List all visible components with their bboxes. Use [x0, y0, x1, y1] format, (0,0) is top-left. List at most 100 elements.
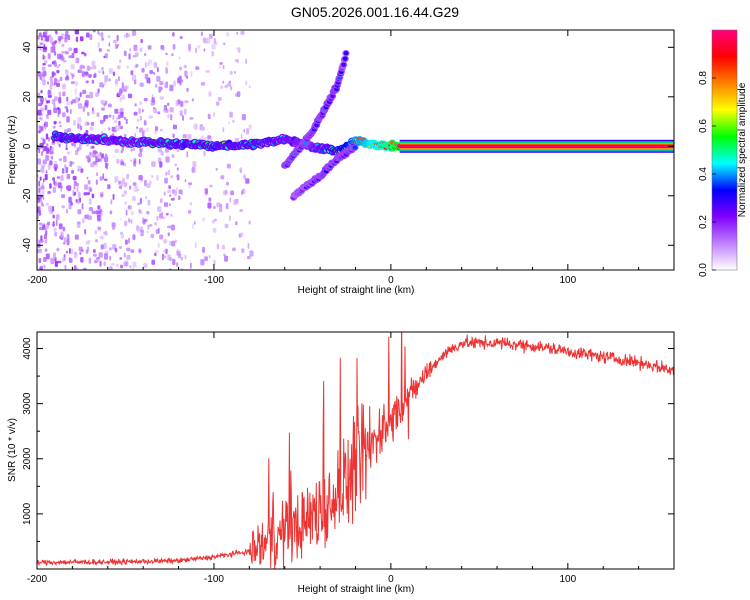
noise-speckle: [51, 42, 56, 46]
noise-speckle: [108, 103, 112, 108]
noise-speckle: [179, 79, 182, 86]
feature-point-core: [341, 62, 346, 67]
noise-speckle: [168, 185, 171, 190]
noise-speckle: [163, 191, 166, 196]
noise-speckle: [167, 189, 172, 194]
noise-speckle: [42, 194, 45, 200]
noise-speckle: [222, 80, 225, 84]
noise-speckle: [181, 79, 184, 83]
noise-speckle: [159, 234, 164, 240]
noise-speckle: [124, 239, 128, 245]
noise-speckle: [126, 65, 129, 69]
noise-speckle: [120, 264, 124, 269]
spectrogram-y-ticks: -40 -20 0 20 40: [22, 41, 674, 271]
noise-speckle: [207, 113, 211, 120]
noise-speckle: [63, 155, 67, 163]
noise-speckle: [62, 112, 66, 118]
noise-speckle: [39, 226, 43, 231]
noise-speckle: [117, 111, 120, 115]
noise-speckle: [119, 231, 124, 235]
noise-speckle: [156, 76, 161, 82]
noise-speckle: [80, 256, 84, 263]
noise-speckle: [75, 199, 78, 203]
noise-speckle: [169, 107, 174, 113]
noise-speckle: [167, 232, 170, 237]
noise-speckle: [102, 173, 105, 180]
noise-speckle: [37, 174, 39, 178]
x-tick-label: -200: [27, 275, 47, 286]
noise-speckle: [58, 158, 63, 162]
noise-speckle: [51, 99, 56, 105]
noise-speckle: [50, 79, 54, 86]
noise-speckle: [155, 84, 158, 88]
noise-speckle: [56, 79, 61, 83]
noise-speckle: [200, 82, 206, 86]
noise-speckle: [90, 121, 95, 126]
noise-speckle: [66, 173, 71, 180]
noise-speckle: [52, 214, 55, 219]
noise-speckle: [226, 163, 231, 169]
noise-speckle: [56, 247, 60, 252]
noise-speckle: [248, 85, 251, 89]
noise-speckle: [203, 48, 206, 52]
noise-speckle: [188, 210, 192, 214]
noise-speckle: [45, 227, 48, 231]
noise-speckle: [97, 154, 101, 159]
noise-speckle: [77, 123, 80, 129]
noise-speckle: [77, 209, 82, 215]
noise-speckle: [205, 70, 210, 73]
figure-title: GN05.2026.001.16.44.G29: [291, 4, 459, 20]
noise-speckle: [63, 237, 67, 243]
noise-speckle: [224, 255, 228, 262]
noise-speckle: [53, 82, 56, 86]
noise-speckle: [61, 185, 64, 189]
noise-speckle: [52, 177, 55, 181]
noise-speckle: [228, 121, 230, 125]
noise-speckle: [241, 114, 246, 121]
noise-speckle: [54, 40, 58, 44]
noise-speckle: [44, 174, 48, 181]
noise-speckle: [145, 196, 147, 200]
noise-speckle: [229, 215, 231, 222]
noise-speckle: [176, 262, 179, 267]
noise-speckle: [176, 167, 179, 171]
noise-speckle: [89, 151, 92, 156]
noise-speckle: [128, 53, 131, 60]
noise-speckle: [65, 69, 69, 75]
noise-speckle: [55, 219, 58, 226]
x-tick-label: 0: [388, 275, 394, 286]
noise-speckle: [54, 231, 58, 237]
noise-speckle: [216, 243, 219, 250]
noise-speckle: [47, 109, 52, 116]
noise-speckle: [54, 51, 57, 56]
noise-speckle: [61, 194, 66, 199]
noise-speckle: [54, 181, 58, 187]
noise-speckle: [40, 89, 43, 94]
noise-speckle: [107, 127, 111, 131]
noise-speckle: [75, 57, 80, 64]
noise-speckle: [211, 51, 215, 57]
noise-speckle: [97, 205, 101, 210]
noise-speckle: [89, 34, 93, 41]
noise-speckle: [138, 158, 141, 165]
noise-speckle: [109, 255, 112, 261]
noise-speckle: [73, 252, 78, 259]
noise-speckle: [58, 223, 63, 230]
noise-speckle: [239, 170, 242, 173]
noise-speckle: [123, 34, 126, 39]
noise-speckle: [195, 66, 200, 70]
noise-speckle: [165, 156, 170, 163]
noise-speckle: [221, 244, 225, 250]
noise-speckle: [82, 89, 87, 95]
noise-speckle: [201, 135, 205, 141]
noise-speckle: [226, 181, 229, 186]
noise-speckle: [98, 70, 102, 74]
noise-speckle: [156, 67, 159, 73]
noise-speckle: [78, 97, 81, 102]
noise-speckle: [181, 191, 183, 196]
noise-speckle: [163, 249, 166, 253]
noise-speckle: [85, 80, 89, 84]
snr-y-ticks: 1000 2000 3000 4000: [22, 337, 674, 542]
noise-speckle: [50, 257, 55, 265]
